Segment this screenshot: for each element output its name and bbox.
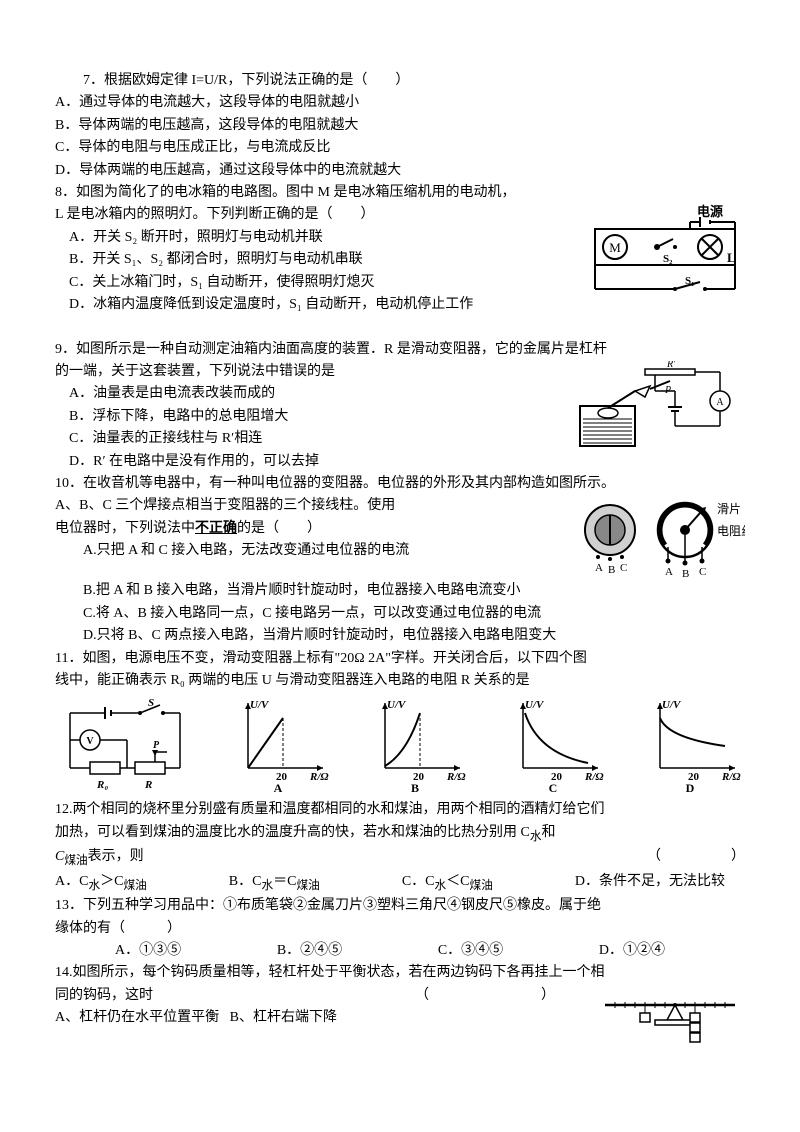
q7-b: B．导体两端的电压越高，这段导体的电阻就越大 (55, 115, 745, 137)
q7-a: A．通过导体的电流越大，这段导体的电阻就越小 (55, 92, 745, 114)
b1-label: B (608, 564, 615, 576)
svg-text:R₀: R₀ (96, 779, 108, 791)
q12-stem2: 加热，可以看到煤油的温度比水的温度升高的快，若水和煤油的比热分别用 C (55, 825, 530, 840)
svg-text:U/V: U/V (525, 699, 545, 711)
slider-label: 滑片 (717, 502, 741, 516)
ammeter-label: A (716, 397, 724, 408)
c2-label: C (699, 566, 706, 578)
q13-b: B．②④⑤ (277, 940, 342, 962)
q8-d: D．冰箱内温度降低到设定温度时，S₁ 自动断开，电动机停止工作 (55, 294, 575, 316)
q10-stem3b: 的是（ ） (237, 521, 321, 536)
q11-stem1: 11．如图，电源电压不变，滑动变阻器上标有"20Ω 2A"字样。开关闭合后，以下… (55, 648, 745, 670)
s1-label: S₁ (685, 275, 694, 287)
q8-c: C．关上冰箱门时，S₁ 自动断开，使得照明灯熄灭 (55, 272, 575, 294)
svg-text:U/V: U/V (662, 699, 682, 711)
q12-c: C．C水＜C煤油 (402, 871, 493, 895)
graph-b: U/V R/Ω 20 B (365, 698, 470, 793)
power-label: 电源 (697, 204, 723, 219)
q14-b: B、杠杆右端下降 (230, 1010, 337, 1025)
svg-text:R/Ω: R/Ω (584, 771, 604, 783)
q12-d: D．条件不足，无法比较 (575, 871, 725, 895)
q8-stem2: L 是电冰箱内的照明灯。下列判断正确的是（ ） (55, 204, 575, 226)
svg-text:R: R (144, 779, 152, 791)
q9-stem2: 的一端，关于这套装置，下列说法中错误的是 (55, 361, 575, 383)
wire-label: 电阻丝 (717, 524, 745, 538)
q9-c: C．油量表的正接线柱与 R′相连 (55, 428, 575, 450)
q9-stem1: 9．如图所示是一种自动测定油箱内油面高度的装置．R 是滑动变阻器，它的金属片是杠… (55, 339, 745, 361)
q14-paren: （ ） (415, 985, 595, 1007)
svg-text:R/Ω: R/Ω (721, 771, 741, 783)
q13-a: A．①③⑤ (115, 940, 181, 962)
svg-text:B: B (411, 781, 419, 793)
q14-a: A、杠杆仍在水平位置平衡 (55, 1010, 219, 1025)
q10-stem2: A、B、C 三个焊接点相当于变阻器的三个接线柱。使用 (55, 495, 575, 517)
s2-label: S₂ (663, 253, 673, 265)
q9-b: B．浮标下降，电路中的总电阻增大 (55, 406, 575, 428)
svg-text:V: V (86, 736, 94, 747)
q14-stem2: 同的钩码，这时 (55, 985, 153, 1007)
q10-stem1: 10．在收音机等电器中，有一种叫电位器的变阻器。电位器的外形及其内部构造如图所示… (55, 473, 745, 495)
q11-stem2: 线中，能正确表示 R₀ 两端的电压 U 与滑动变阻器连入电路的电阻 R 关系的是 (55, 670, 745, 692)
q10-b: B.把 A 和 B 接入电路，当滑片顺时针旋动时，电位器接入电路电流变小 (55, 580, 745, 602)
q12-stem1: 12.两个相同的烧杯里分别盛有质量和温度都相同的水和煤油，用两个相同的酒精灯给它… (55, 799, 745, 821)
q12-a: A．C水＞C煤油 (55, 871, 147, 895)
q8-b: B．开关 S₁、S₂ 都闭合时，照明灯与电动机串联 (55, 249, 575, 271)
q13-d: D．①②④ (599, 940, 665, 962)
q7-d: D．导体两端的电压越高，通过这段导体中的电流就越大 (55, 160, 745, 182)
svg-text:A: A (273, 781, 282, 793)
q8-circuit-diagram: 电源 M S₂ L S₁ (575, 204, 745, 304)
q7-c: C．导体的电阻与电压成正比，与电流成反比 (55, 137, 745, 159)
q9-a: A．油量表是由电流表改装而成的 (55, 383, 575, 405)
svg-text:R/Ω: R/Ω (309, 771, 329, 783)
svg-text:S: S (148, 698, 154, 709)
q7-stem: 7．根据欧姆定律 I=U/R，下列说法正确的是（ ） (83, 73, 409, 88)
svg-text:U/V: U/V (387, 699, 407, 711)
q10-c: C.将 A、B 接入电路同一点，C 接电路另一点，可以改变通过电位器的电流 (55, 603, 745, 625)
svg-text:P: P (153, 740, 160, 751)
q14-lever-diagram (595, 985, 745, 1050)
q10-stem3u: 不正确 (195, 521, 237, 536)
q13-stem1: 13．下列五种学习用品中：①布质笔袋②金属刀片③塑料三角尺④钢皮尺⑤橡皮。属于绝 (55, 895, 745, 917)
q13-stem2: 缘体的有（ ） (55, 918, 745, 940)
q10-stem3: 电位器时，下列说法中 (55, 521, 195, 536)
q8-a: A．开关 S₂ 断开时，照明灯与电动机并联 (55, 227, 575, 249)
svg-text:C: C (548, 781, 557, 793)
svg-text:D: D (686, 781, 695, 793)
svg-text:U/V: U/V (250, 699, 270, 711)
q9-d: D．R′ 在电路中是没有作用的，可以去掉 (55, 451, 575, 473)
c1-label: C (620, 562, 627, 574)
graph-a: U/V R/Ω 20 A (228, 698, 333, 793)
rp-label: R′ (666, 361, 676, 370)
a1-label: A (595, 562, 603, 574)
a2-label: A (665, 566, 673, 578)
q14-stem1: 14.如图所示，每个钩码质量相等，轻杠杆处于平衡状态，若在两边钩码下各再挂上一个… (55, 962, 745, 984)
graph-c: U/V R/Ω 20 C (503, 698, 608, 793)
q11-graphs: S P V R₀ R U/V R/Ω 20 A U (55, 698, 745, 793)
graph-d: U/V R/Ω 20 D (640, 698, 745, 793)
q11-circuit: S P V R₀ R (55, 698, 195, 793)
q9-diagram: R′ P A (575, 361, 745, 456)
b2-label: B (682, 568, 689, 580)
svg-text:R/Ω: R/Ω (446, 771, 466, 783)
q12-paren: （ ） (647, 846, 745, 870)
q10-diagram: A B C A B C 滑片 电阻丝 (575, 495, 745, 580)
q13-c: C．③④⑤ (438, 940, 503, 962)
q12-b: B．C水＝C煤油 (229, 871, 320, 895)
q10-a: A.只把 A 和 C 接入电路，无法改变通过电位器的电流 (55, 540, 575, 562)
q10-d: D.只将 B、C 两点接入电路，当滑片顺时针旋动时，电位器接入电路电阻变大 (55, 625, 745, 647)
q8-stem1: 8．如图为简化了的电冰箱的电路图。图中 M 是电冰箱压缩机用的电动机， (55, 182, 745, 204)
q12-s2s1: 水 (530, 830, 542, 843)
motor-label: M (609, 240, 621, 255)
